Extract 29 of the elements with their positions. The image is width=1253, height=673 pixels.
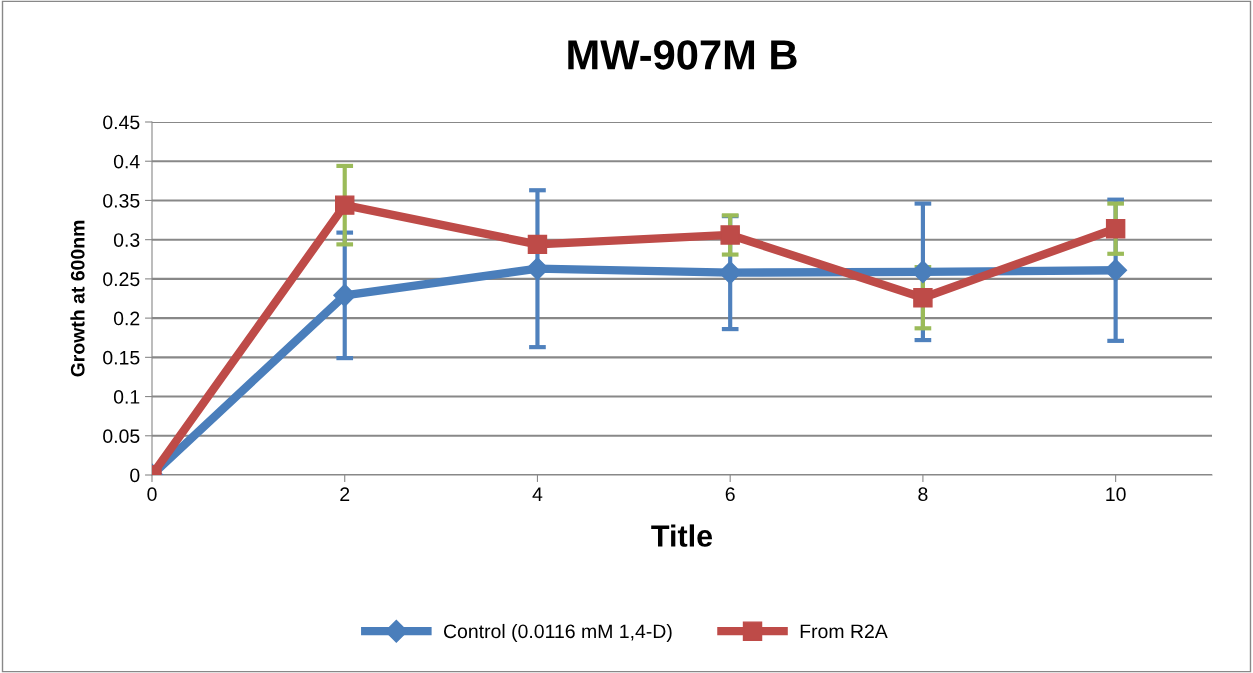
point [527, 234, 548, 255]
y-tick-label: 0.2 [113, 311, 140, 326]
y-tick-label: 0.05 [103, 429, 140, 444]
x-tick-label: 10 [1106, 487, 1126, 502]
y-tick-label: 0.4 [113, 154, 140, 169]
y-tick-label: 0.25 [103, 272, 140, 287]
x-tick-label: 6 [725, 487, 735, 502]
legend-label: Control (0.0116 mM 1,4-D) [443, 623, 672, 643]
chart-title: MW-907M B [568, 40, 797, 70]
point [525, 257, 549, 281]
x-tick-label: 2 [340, 487, 350, 501]
x-tick-label: 8 [918, 487, 928, 502]
y-tick-label: 0.35 [103, 193, 140, 208]
point [1104, 258, 1128, 282]
x-axis-title: Title [651, 524, 713, 547]
y-tick-label: 0.1 [113, 390, 140, 404]
y-tick-label: 0 [130, 468, 140, 483]
x-tick-label: 0 [147, 487, 157, 502]
point [333, 283, 357, 307]
y-tick-label: 0.45 [103, 115, 140, 130]
y-tick-label: 0.15 [103, 350, 140, 365]
x-tick-label: 4 [532, 487, 543, 501]
point [720, 225, 740, 245]
y-tick-label: 0.3 [113, 233, 140, 247]
point [335, 195, 355, 215]
point [1105, 218, 1126, 239]
legend-label: From R2A [800, 624, 888, 639]
point [913, 287, 933, 308]
y-axis-title: Growth at 600nm [70, 220, 85, 377]
